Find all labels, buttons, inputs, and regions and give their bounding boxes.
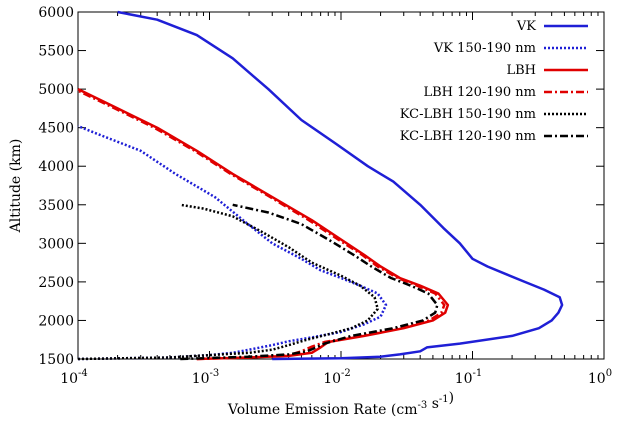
x-tick-label: 10-3 (192, 368, 220, 387)
x-tick-label: 10-1 (455, 368, 483, 387)
legend-label: LBH (506, 63, 536, 78)
y-axis: 1500 2000 2500 3000 3500 4000 4500 5000 5500 6000 (38, 5, 604, 368)
y-tick-label: 6000 (38, 5, 74, 21)
series-line-1 (117, 10, 564, 361)
y-tick-label: 4000 (38, 159, 74, 175)
x-tick-label: 100 (588, 368, 612, 387)
y-tick-label: 3000 (38, 236, 74, 252)
x-axis-label: Volume Emission Rate (cm-3 s-1) (227, 390, 454, 418)
series-line-5 (77, 203, 379, 361)
y-tick-label: 5500 (38, 44, 74, 60)
x-tick-label: 10-4 (60, 368, 88, 387)
series-line-4 (77, 89, 446, 361)
y-tick-label: 1500 (38, 352, 74, 368)
legend-label: VK (516, 19, 536, 34)
legend-label: VK 150-190 nm (433, 41, 536, 56)
y-tick-label: 2500 (38, 275, 74, 291)
series-line-6 (180, 203, 439, 361)
series-layer (77, 10, 564, 361)
y-axis-label: Altitude (km) (8, 139, 24, 234)
y-tick-label: 2000 (38, 313, 74, 329)
legend-label: KC-LBH 120-190 nm (400, 129, 536, 144)
x-axis: 10-4 10-3 10-2 10-1 100 (60, 12, 612, 387)
y-tick-label: 3500 (38, 198, 74, 214)
y-tick-label: 5000 (38, 82, 74, 98)
legend: VK VK 150-190 nm LBH LBH 120-190 nm KC-LBH 1… (400, 19, 588, 144)
legend-label: KC-LBH 150-190 nm (400, 107, 536, 122)
series-line-2 (77, 124, 388, 361)
x-tick-label: 10-2 (323, 368, 351, 387)
series-line-3 (77, 87, 450, 361)
y-tick-label: 4500 (38, 121, 74, 137)
legend-label: LBH 120-190 nm (423, 85, 536, 100)
